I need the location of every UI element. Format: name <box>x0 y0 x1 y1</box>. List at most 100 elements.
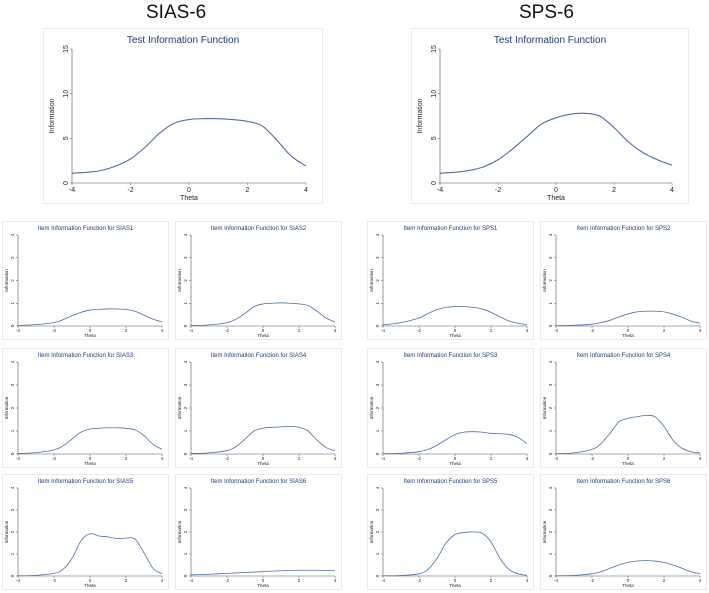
x-tick-label: 0 <box>627 456 630 461</box>
chart-panel-sias1: Item Information Function for SIAS1 0 1 2 3 4… <box>2 221 169 340</box>
chart-svg: 0 1 2 3 4 -4 -2 0 2 4 Theta Information <box>4 360 164 466</box>
y-tick-label: 0 <box>548 574 553 577</box>
information-curve <box>190 569 336 576</box>
x-tick-label: 2 <box>490 456 493 461</box>
x-axis-label: Theta <box>449 583 461 588</box>
chart-panel-sps-test: Test Information Function 0 5 10 15 -4 -2 0 2 4 Th… <box>411 28 689 204</box>
y-axis-label: Information <box>49 98 56 133</box>
x-tick-label: -4 <box>554 578 558 583</box>
y-axis-label: Information <box>177 396 182 419</box>
y-tick-label: 10 <box>431 90 438 98</box>
x-axis-label: Theta <box>257 333 269 338</box>
x-axis-label: Theta <box>84 333 96 338</box>
x-tick-label: 4 <box>699 328 702 333</box>
x-axis-label: Theta <box>622 583 634 588</box>
x-tick-label: 4 <box>699 578 702 583</box>
y-tick-label: 2 <box>375 279 380 282</box>
y-tick-label: 2 <box>548 530 553 533</box>
chart-panel-sps6: Item Information Function for SPS6 0 1 2 3 4 -… <box>540 474 707 590</box>
y-axis-label: Information <box>4 269 9 292</box>
y-tick-label: 5 <box>63 136 70 140</box>
information-curve <box>190 302 336 326</box>
x-tick-label: -2 <box>127 187 133 194</box>
y-tick-label: 0 <box>183 324 188 327</box>
x-tick-label: 2 <box>663 578 666 583</box>
x-tick-label: -2 <box>590 328 594 333</box>
information-curve <box>17 533 163 577</box>
y-tick-label: 0 <box>375 324 380 327</box>
y-tick-label: 2 <box>10 279 15 282</box>
x-tick-label: 4 <box>304 187 308 194</box>
x-axis-label: Theta <box>622 333 634 338</box>
y-tick-label: 2 <box>375 406 380 409</box>
x-tick-label: 2 <box>125 328 128 333</box>
x-tick-label: 0 <box>554 187 558 194</box>
x-axis-label: Theta <box>180 195 198 202</box>
y-tick-label: 0 <box>10 574 15 577</box>
x-axis-label: Theta <box>84 583 96 588</box>
x-tick-label: 4 <box>526 328 529 333</box>
x-axis-label: Theta <box>622 461 634 466</box>
y-tick-label: 1 <box>183 429 188 432</box>
x-axis-label: Theta <box>257 461 269 466</box>
x-tick-label: -4 <box>16 578 20 583</box>
x-axis-label: Theta <box>84 461 96 466</box>
chart-title: Item Information Function for SIAS6 <box>210 479 307 485</box>
chart-svg: 0 1 2 3 4 -4 -2 0 2 4 Theta Information <box>542 360 702 466</box>
x-tick-label: 0 <box>454 456 457 461</box>
y-tick-label: 10 <box>63 90 70 98</box>
y-tick-label: 1 <box>375 552 380 555</box>
y-tick-label: 2 <box>10 406 15 409</box>
y-tick-label: 15 <box>63 45 70 53</box>
x-tick-label: -4 <box>381 578 385 583</box>
x-tick-label: 0 <box>89 456 92 461</box>
x-tick-label: 0 <box>627 328 630 333</box>
x-tick-label: 0 <box>454 578 457 583</box>
y-axis-label: Information <box>177 269 182 292</box>
x-tick-label: 2 <box>612 187 616 194</box>
x-tick-label: -2 <box>417 578 421 583</box>
x-tick-label: 4 <box>161 328 164 333</box>
y-tick-label: 1 <box>10 429 15 432</box>
x-tick-label: 4 <box>161 578 164 583</box>
chart-svg: 0 1 2 3 4 -4 -2 0 2 4 Theta Information <box>4 233 164 338</box>
y-tick-label: 1 <box>10 302 15 305</box>
y-tick-label: 4 <box>10 233 15 236</box>
y-tick-label: 4 <box>375 360 380 363</box>
x-tick-label: 2 <box>490 328 493 333</box>
x-tick-label: 4 <box>526 578 529 583</box>
x-tick-label: 4 <box>670 187 674 194</box>
y-tick-label: 0 <box>548 452 553 455</box>
y-tick-label: 0 <box>375 452 380 455</box>
chart-svg: 0 1 2 3 4 -4 -2 0 2 4 Theta Information <box>369 233 529 338</box>
chart-panel-sps1: Item Information Function for SPS1 0 1 2 3 4 -… <box>367 221 534 340</box>
chart-svg: 0 1 2 3 4 -4 -2 0 2 4 Theta Information <box>177 233 337 338</box>
y-axis-label: Information <box>4 396 9 419</box>
x-tick-label: 0 <box>627 578 630 583</box>
x-tick-label: 2 <box>298 578 301 583</box>
x-tick-label: 2 <box>125 456 128 461</box>
x-tick-label: -2 <box>225 328 229 333</box>
y-tick-label: 2 <box>183 406 188 409</box>
y-tick-label: 1 <box>183 302 188 305</box>
y-tick-label: 0 <box>431 181 438 185</box>
x-tick-label: 0 <box>262 328 265 333</box>
heading-sias-6: SIAS-6 <box>146 2 207 23</box>
chart-title: Test Information Function <box>126 35 240 46</box>
x-tick-label: -4 <box>554 456 558 461</box>
x-tick-label: 2 <box>246 187 250 194</box>
x-tick-label: 2 <box>298 456 301 461</box>
chart-svg: 0 1 2 3 4 -4 -2 0 2 4 Theta Information <box>542 233 702 338</box>
x-tick-label: -4 <box>381 328 385 333</box>
y-tick-label: 4 <box>548 233 553 236</box>
chart-title: Item Information Function for SIAS5 <box>37 479 134 485</box>
x-tick-label: -4 <box>437 187 443 194</box>
y-tick-label: 3 <box>375 508 380 511</box>
chart-title: Item Information Function for SPS2 <box>576 226 671 232</box>
y-tick-label: 3 <box>10 508 15 511</box>
chart-title: Item Information Function for SPS3 <box>403 353 498 359</box>
x-axis-label: Theta <box>257 583 269 588</box>
y-tick-label: 0 <box>10 324 15 327</box>
y-tick-label: 0 <box>183 452 188 455</box>
y-axis-label: Information <box>177 520 182 543</box>
